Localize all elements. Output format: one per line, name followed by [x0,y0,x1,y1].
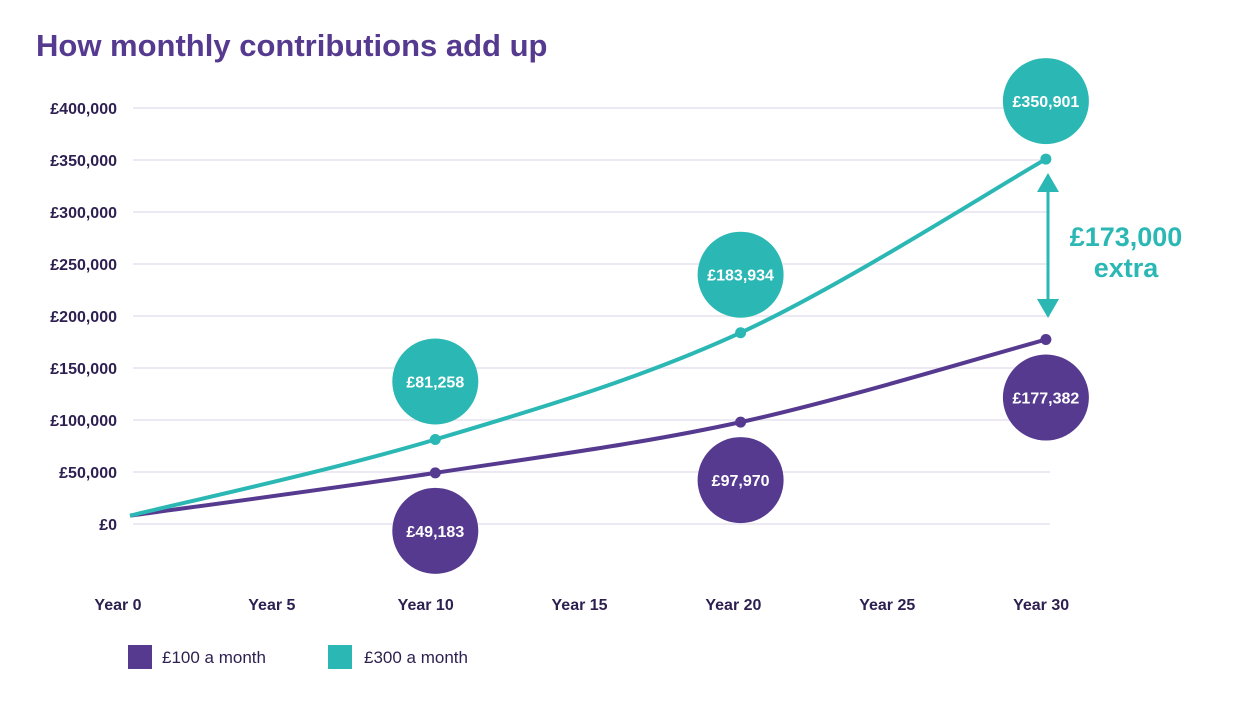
data-label-bubble [697,437,784,524]
x-tick-label: Year 15 [552,597,608,614]
legend-swatch-300 [328,645,352,669]
data-label: £81,258 [406,374,464,391]
data-label: £97,970 [712,473,770,490]
arrow-down-icon [1037,299,1059,318]
x-tick-label: Year 30 [1013,597,1069,614]
data-point [1040,153,1052,165]
difference-amount: £173,000 [1070,222,1183,252]
data-label-bubble [1002,58,1089,145]
chart-title: How monthly contributions add up [36,28,547,63]
data-label: £183,934 [707,268,774,285]
y-tick-label: £50,000 [59,465,117,482]
x-tick-label: Year 25 [859,597,915,614]
arrow-up-icon [1037,173,1059,192]
y-tick-label: £250,000 [50,257,117,274]
data-point [429,433,441,445]
y-tick-label: £0 [99,517,117,534]
data-label: £49,183 [406,524,464,541]
x-tick-label: Year 5 [248,597,295,614]
x-tick-label: Year 20 [705,597,761,614]
y-tick-label: £350,000 [50,153,117,170]
data-label-bubble [697,231,784,318]
y-tick-label: £400,000 [50,101,117,118]
legend: £100 a month £300 a month [128,645,468,669]
y-tick-label: £200,000 [50,309,117,326]
difference-extra: extra [1094,253,1160,283]
y-tick-label: £300,000 [50,205,117,222]
data-label: £350,901 [1013,94,1080,111]
legend-swatch-100 [128,645,152,669]
data-label-bubble [392,338,479,425]
data-point [1040,334,1052,346]
legend-label-300: £300 a month [364,648,468,667]
series-line-1 [129,157,1047,518]
data-point [429,467,441,479]
data-label-bubble [1002,354,1089,441]
x-tick-label: Year 10 [398,597,454,614]
y-tick-label: £100,000 [50,413,117,430]
y-tick-label: £150,000 [50,361,117,378]
data-point [735,327,747,339]
legend-label-100: £100 a month [162,648,266,667]
data-point [735,416,747,428]
x-tick-label: Year 0 [94,597,141,614]
series-line-0 [129,337,1047,518]
data-label-bubble [392,487,479,574]
difference-annotation: £173,000 extra [1037,173,1182,318]
data-label: £177,382 [1013,391,1080,408]
